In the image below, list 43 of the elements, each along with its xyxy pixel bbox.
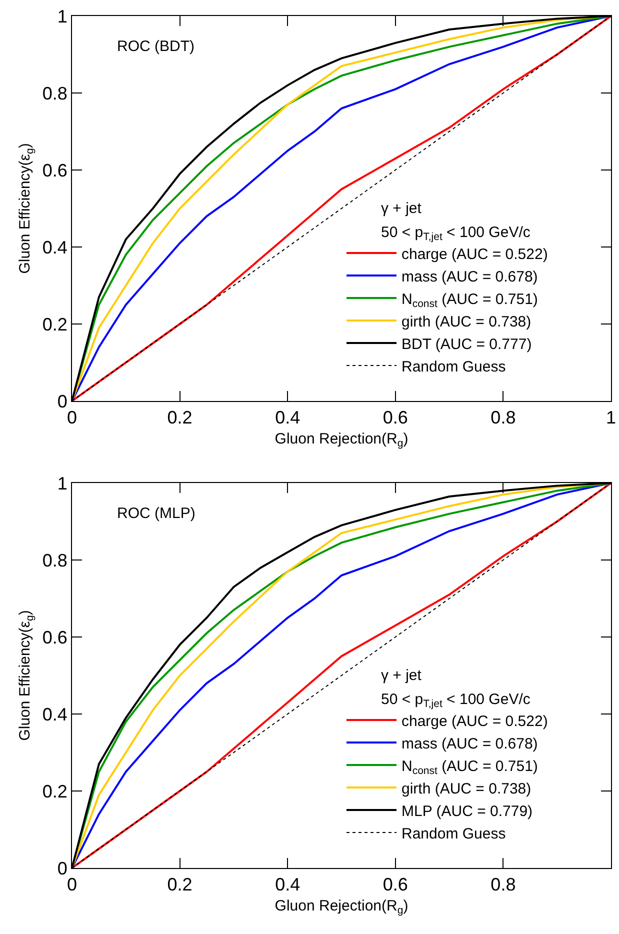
y-tick-label: 0.8 <box>42 550 68 570</box>
x-tick-label: 0.2 <box>167 408 192 428</box>
y-tick-label: 0.4 <box>42 704 68 724</box>
line-series <box>72 16 611 401</box>
annotation: ROC (BDT) <box>117 38 194 55</box>
y-tick-label: 0 <box>57 391 68 412</box>
x-axis-title: Gluon Rejection(R$_{g}$) <box>274 898 408 917</box>
y-tick-label: 0.4 <box>42 237 68 258</box>
annotation: γ + jet <box>381 200 422 217</box>
annotation: γ + jet <box>381 667 422 684</box>
x-tick-label: 0.4 <box>275 408 300 428</box>
legend-label: mass (AUC = 0.678) <box>402 268 538 286</box>
legend-label: N$_{const}$ (AUC = 0.751) <box>402 290 538 310</box>
y-tick-label: 0.2 <box>42 781 68 802</box>
x-tick-label: 0.8 <box>490 408 516 428</box>
y-tick-label: 0.8 <box>42 83 68 104</box>
line-series <box>72 483 611 868</box>
x-tick-label: 0.6 <box>382 408 408 428</box>
legend-label: N$_{const}$ (AUC = 0.751) <box>402 758 538 777</box>
y-tick-label: 0.6 <box>42 627 68 648</box>
legend-label: charge (AUC = 0.522) <box>402 246 548 263</box>
legend-label: mass (AUC = 0.678) <box>402 735 538 752</box>
annotation: 50 < p$_{T,jet}$ < 100 GeV/c <box>381 691 531 710</box>
legend-label: MLP (AUC = 0.779) <box>402 802 533 820</box>
legend-label: charge (AUC = 0.522) <box>402 712 548 730</box>
y-tick-label: 1 <box>57 6 68 26</box>
x-tick-label: 0.8 <box>490 874 516 895</box>
legend-label: Random Guess <box>402 825 506 842</box>
y-tick-label: 0 <box>57 858 68 878</box>
y-tick-label: 1 <box>57 473 68 494</box>
annotation: 50 < p$_{T,jet}$ < 100 GeV/c <box>381 224 531 244</box>
annotation: ROC (MLP) <box>117 505 196 522</box>
x-tick-label: 0.2 <box>167 874 192 895</box>
y-tick-label: 0.6 <box>42 160 68 180</box>
x-tick-label: 0.4 <box>275 874 300 895</box>
legend-label: BDT (AUC = 0.777) <box>402 336 532 353</box>
legend-label: girth (AUC = 0.738) <box>402 780 532 798</box>
legend-label: girth (AUC = 0.738) <box>402 313 532 330</box>
y-tick-label: 0.2 <box>42 314 68 334</box>
legend-label: Random Guess <box>402 358 506 376</box>
x-axis-title: Gluon Rejection(R$_{g}$) <box>274 430 408 450</box>
x-tick-label: 0.6 <box>382 874 408 895</box>
x-tick-label: 1 <box>606 408 616 428</box>
